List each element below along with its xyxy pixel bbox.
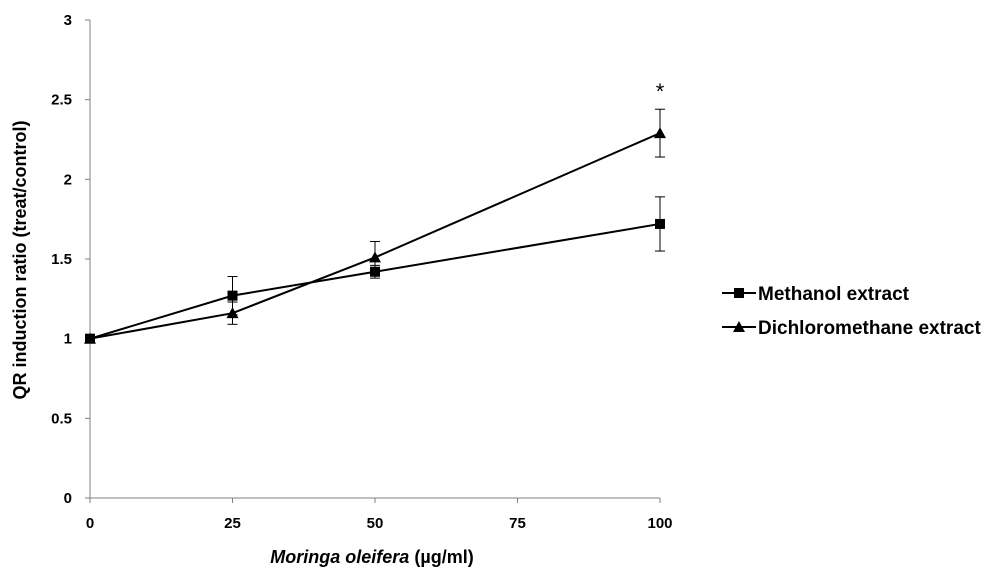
y-ticks: 0 0.5 1 1.5 2 2.5 3 (51, 12, 90, 507)
x-tick-label: 50 (367, 515, 384, 532)
series-line (89, 132, 661, 340)
x-tick-label: 25 (224, 515, 241, 532)
plot-area: * (84, 79, 666, 344)
x-tick-label: 100 (647, 515, 672, 532)
x-axis-title-italic: Moringa oleifera (270, 547, 409, 567)
x-ticks: 0 25 50 75 100 (86, 498, 673, 532)
x-tick-label: 0 (86, 515, 94, 532)
legend-item: Dichloromethane extract (722, 318, 981, 339)
legend-label: Dichloromethane extract (758, 318, 981, 339)
y-tick-label: 2 (64, 171, 72, 188)
data-point (369, 251, 381, 263)
y-tick-label: 3 (64, 12, 72, 29)
legend-marker (734, 288, 744, 298)
legend-label: Methanol extract (758, 284, 910, 305)
legend-item: Methanol extract (722, 284, 910, 305)
y-tick-label: 0.5 (51, 410, 72, 427)
y-tick-label: 1.5 (51, 251, 72, 268)
x-axis-title-unit: (µg/ml) (409, 547, 473, 567)
legend-marker (733, 321, 745, 332)
y-tick-label: 0 (64, 490, 72, 507)
y-tick-label: 2.5 (51, 92, 72, 109)
series-dichloromethane (84, 108, 666, 344)
data-point (84, 332, 96, 344)
legend: Methanol extract Dichloromethane extract (722, 284, 981, 339)
significance-asterisk: * (656, 79, 665, 104)
axes: 0 25 50 75 100 0 0.5 1 1.5 2 2.5 3 (51, 12, 672, 532)
data-point (227, 290, 238, 301)
y-tick-label: 1 (64, 331, 72, 348)
x-tick-label: 75 (509, 515, 526, 532)
x-axis-title: Moringa oleifera (µg/ml) (270, 547, 473, 567)
y-axis-title: QR induction ratio (treat/control) (10, 121, 30, 400)
series-line (89, 222, 661, 340)
data-point (654, 127, 666, 139)
data-point (655, 218, 665, 229)
data-point (226, 307, 239, 319)
